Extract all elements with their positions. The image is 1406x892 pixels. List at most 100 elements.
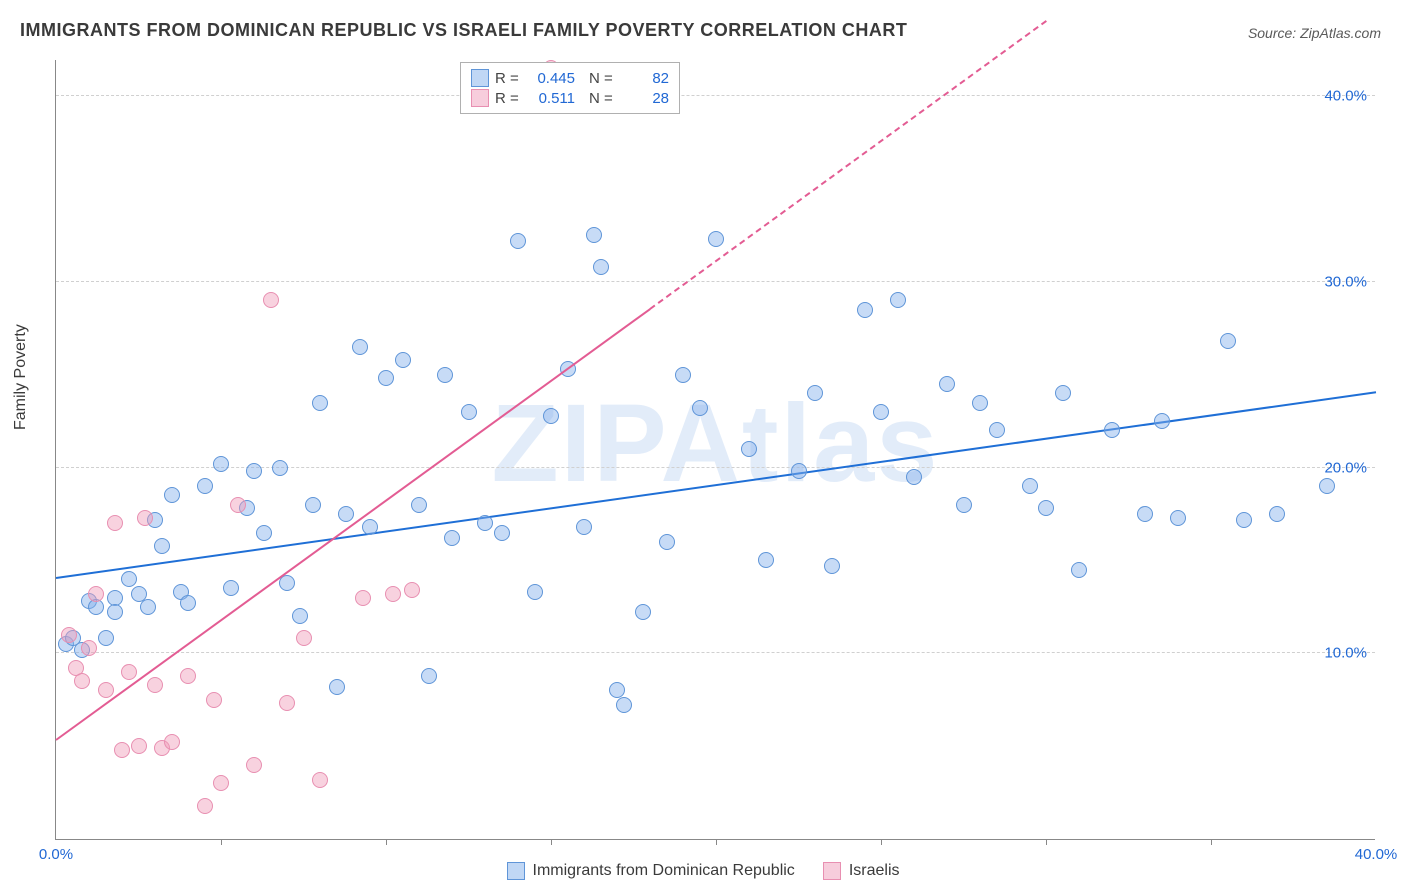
data-point	[576, 519, 592, 535]
data-point	[477, 515, 493, 531]
gridline	[56, 281, 1375, 282]
y-axis-label: Family Poverty	[12, 324, 30, 430]
legend-row: R = 0.445 N = 82	[471, 68, 669, 88]
data-point	[1170, 510, 1186, 526]
data-point	[510, 233, 526, 249]
trend-line	[56, 391, 1376, 579]
legend-label: Immigrants from Dominican Republic	[533, 862, 795, 880]
data-point	[616, 697, 632, 713]
data-point	[906, 469, 922, 485]
n-label: N =	[589, 70, 617, 87]
x-tick-label: 40.0%	[1355, 846, 1398, 863]
data-point	[338, 506, 354, 522]
data-point	[305, 497, 321, 513]
data-point	[411, 497, 427, 513]
data-point	[1269, 506, 1285, 522]
swatch-icon	[471, 69, 489, 87]
data-point	[88, 586, 104, 602]
data-point	[791, 463, 807, 479]
data-point	[890, 292, 906, 308]
trend-line	[649, 20, 1046, 309]
swatch-icon	[823, 862, 841, 880]
data-point	[437, 367, 453, 383]
legend-item: Israelis	[823, 862, 900, 880]
data-point	[147, 677, 163, 693]
legend-series: Immigrants from Dominican Republic Israe…	[0, 862, 1406, 880]
data-point	[164, 487, 180, 503]
data-point	[873, 404, 889, 420]
gridline	[56, 95, 1375, 96]
data-point	[609, 682, 625, 698]
data-point	[256, 525, 272, 541]
data-point	[989, 422, 1005, 438]
data-point	[385, 586, 401, 602]
r-value: 0.511	[529, 90, 575, 107]
data-point	[180, 668, 196, 684]
x-tick-mark	[386, 839, 387, 845]
data-point	[1137, 506, 1153, 522]
data-point	[543, 408, 559, 424]
data-point	[312, 395, 328, 411]
data-point	[154, 538, 170, 554]
chart-title: IMMIGRANTS FROM DOMINICAN REPUBLIC VS IS…	[20, 20, 907, 41]
r-value: 0.445	[529, 70, 575, 87]
y-tick-label: 10.0%	[1324, 645, 1367, 662]
data-point	[956, 497, 972, 513]
data-point	[114, 742, 130, 758]
data-point	[296, 630, 312, 646]
x-tick-label: 0.0%	[39, 846, 73, 863]
data-point	[675, 367, 691, 383]
data-point	[395, 352, 411, 368]
data-point	[213, 456, 229, 472]
data-point	[355, 590, 371, 606]
data-point	[137, 510, 153, 526]
data-point	[586, 227, 602, 243]
x-tick-mark	[1211, 839, 1212, 845]
data-point	[708, 231, 724, 247]
data-point	[421, 668, 437, 684]
data-point	[1055, 385, 1071, 401]
y-tick-label: 20.0%	[1324, 459, 1367, 476]
data-point	[312, 772, 328, 788]
data-point	[246, 463, 262, 479]
data-point	[352, 339, 368, 355]
swatch-icon	[471, 89, 489, 107]
data-point	[1319, 478, 1335, 494]
n-value: 28	[623, 90, 669, 107]
data-point	[1071, 562, 1087, 578]
data-point	[1236, 512, 1252, 528]
data-point	[121, 571, 137, 587]
data-point	[98, 682, 114, 698]
data-point	[807, 385, 823, 401]
data-point	[741, 441, 757, 457]
data-point	[329, 679, 345, 695]
data-point	[140, 599, 156, 615]
data-point	[292, 608, 308, 624]
data-point	[74, 673, 90, 689]
x-tick-mark	[551, 839, 552, 845]
x-tick-mark	[221, 839, 222, 845]
y-tick-label: 30.0%	[1324, 273, 1367, 290]
data-point	[824, 558, 840, 574]
data-point	[362, 519, 378, 535]
data-point	[1038, 500, 1054, 516]
data-point	[279, 695, 295, 711]
r-label: R =	[495, 70, 523, 87]
data-point	[404, 582, 420, 598]
gridline	[56, 652, 1375, 653]
source-label: Source: ZipAtlas.com	[1248, 25, 1381, 41]
data-point	[1220, 333, 1236, 349]
legend-row: R = 0.511 N = 28	[471, 88, 669, 108]
data-point	[213, 775, 229, 791]
data-point	[494, 525, 510, 541]
plot-area: ZIPAtlas 10.0%20.0%30.0%40.0%0.0%40.0%	[55, 60, 1375, 840]
data-point	[81, 640, 97, 656]
data-point	[1022, 478, 1038, 494]
data-point	[107, 604, 123, 620]
data-point	[758, 552, 774, 568]
data-point	[246, 757, 262, 773]
data-point	[61, 627, 77, 643]
x-tick-mark	[881, 839, 882, 845]
data-point	[121, 664, 137, 680]
data-point	[692, 400, 708, 416]
